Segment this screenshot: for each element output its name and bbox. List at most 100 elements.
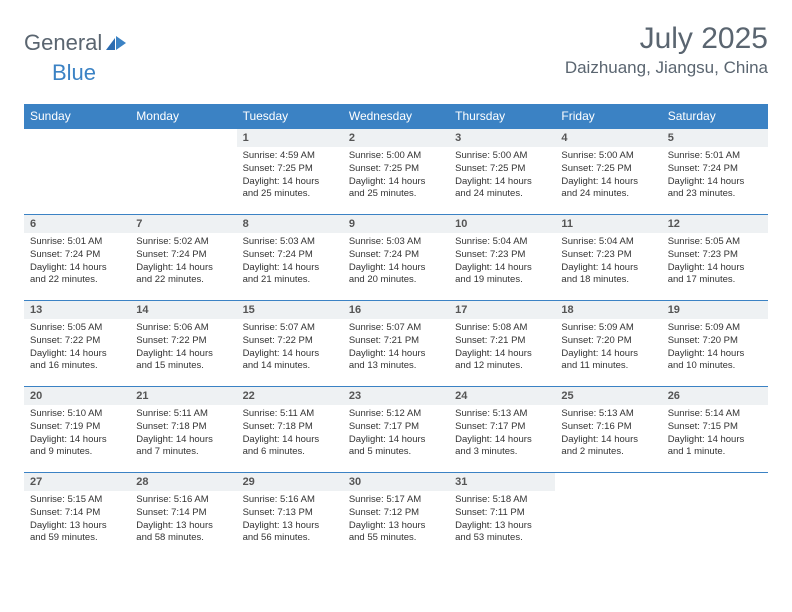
info-line: Sunrise: 5:09 AM bbox=[561, 322, 655, 335]
info-line: Daylight: 14 hours bbox=[243, 262, 337, 275]
info-line: and 18 minutes. bbox=[561, 274, 655, 287]
day-number: 20 bbox=[24, 387, 130, 405]
info-line: Daylight: 14 hours bbox=[455, 262, 549, 275]
info-line: and 56 minutes. bbox=[243, 532, 337, 545]
day-cell: 4Sunrise: 5:00 AMSunset: 7:25 PMDaylight… bbox=[555, 129, 661, 215]
calendar-row: 1Sunrise: 4:59 AMSunset: 7:25 PMDaylight… bbox=[24, 129, 768, 215]
empty-cell bbox=[130, 129, 236, 215]
info-line: and 10 minutes. bbox=[668, 360, 762, 373]
day-cell: 30Sunrise: 5:17 AMSunset: 7:12 PMDayligh… bbox=[343, 473, 449, 559]
info-line: Sunrise: 5:14 AM bbox=[668, 408, 762, 421]
info-line: Sunset: 7:21 PM bbox=[349, 335, 443, 348]
day-info: Sunrise: 5:01 AMSunset: 7:24 PMDaylight:… bbox=[662, 147, 768, 207]
info-line: and 1 minute. bbox=[668, 446, 762, 459]
info-line: and 3 minutes. bbox=[455, 446, 549, 459]
day-info: Sunrise: 5:10 AMSunset: 7:19 PMDaylight:… bbox=[24, 405, 130, 465]
day-number: 12 bbox=[662, 215, 768, 233]
day-number: 8 bbox=[237, 215, 343, 233]
day-number: 11 bbox=[555, 215, 661, 233]
info-line: and 17 minutes. bbox=[668, 274, 762, 287]
day-cell: 20Sunrise: 5:10 AMSunset: 7:19 PMDayligh… bbox=[24, 387, 130, 473]
info-line: Daylight: 14 hours bbox=[243, 434, 337, 447]
day-info: Sunrise: 5:03 AMSunset: 7:24 PMDaylight:… bbox=[237, 233, 343, 293]
info-line: and 5 minutes. bbox=[349, 446, 443, 459]
info-line: and 7 minutes. bbox=[136, 446, 230, 459]
info-line: Sunrise: 5:07 AM bbox=[349, 322, 443, 335]
day-cell: 31Sunrise: 5:18 AMSunset: 7:11 PMDayligh… bbox=[449, 473, 555, 559]
info-line: Sunrise: 5:12 AM bbox=[349, 408, 443, 421]
day-header: Sunday bbox=[24, 104, 130, 129]
info-line: and 13 minutes. bbox=[349, 360, 443, 373]
info-line: Sunset: 7:25 PM bbox=[349, 163, 443, 176]
location: Daizhuang, Jiangsu, China bbox=[565, 58, 768, 78]
day-number: 26 bbox=[662, 387, 768, 405]
info-line: Sunset: 7:25 PM bbox=[561, 163, 655, 176]
calendar-row: 6Sunrise: 5:01 AMSunset: 7:24 PMDaylight… bbox=[24, 215, 768, 301]
info-line: Sunset: 7:20 PM bbox=[561, 335, 655, 348]
day-info: Sunrise: 5:13 AMSunset: 7:17 PMDaylight:… bbox=[449, 405, 555, 465]
day-info: Sunrise: 4:59 AMSunset: 7:25 PMDaylight:… bbox=[237, 147, 343, 207]
info-line: Daylight: 14 hours bbox=[243, 348, 337, 361]
info-line: Sunrise: 5:04 AM bbox=[455, 236, 549, 249]
info-line: Sunset: 7:24 PM bbox=[136, 249, 230, 262]
day-info: Sunrise: 5:08 AMSunset: 7:21 PMDaylight:… bbox=[449, 319, 555, 379]
day-cell: 25Sunrise: 5:13 AMSunset: 7:16 PMDayligh… bbox=[555, 387, 661, 473]
day-cell: 27Sunrise: 5:15 AMSunset: 7:14 PMDayligh… bbox=[24, 473, 130, 559]
info-line: Sunset: 7:17 PM bbox=[455, 421, 549, 434]
day-cell: 7Sunrise: 5:02 AMSunset: 7:24 PMDaylight… bbox=[130, 215, 236, 301]
info-line: Daylight: 14 hours bbox=[349, 262, 443, 275]
day-number: 24 bbox=[449, 387, 555, 405]
day-info: Sunrise: 5:06 AMSunset: 7:22 PMDaylight:… bbox=[130, 319, 236, 379]
day-info: Sunrise: 5:00 AMSunset: 7:25 PMDaylight:… bbox=[555, 147, 661, 207]
day-number: 1 bbox=[237, 129, 343, 147]
info-line: and 15 minutes. bbox=[136, 360, 230, 373]
day-cell: 3Sunrise: 5:00 AMSunset: 7:25 PMDaylight… bbox=[449, 129, 555, 215]
info-line: Daylight: 14 hours bbox=[561, 434, 655, 447]
info-line: Daylight: 13 hours bbox=[349, 520, 443, 533]
info-line: Sunrise: 5:04 AM bbox=[561, 236, 655, 249]
info-line: Daylight: 14 hours bbox=[561, 348, 655, 361]
info-line: Sunset: 7:23 PM bbox=[455, 249, 549, 262]
info-line: Sunset: 7:22 PM bbox=[30, 335, 124, 348]
info-line: Sunset: 7:25 PM bbox=[455, 163, 549, 176]
info-line: and 22 minutes. bbox=[30, 274, 124, 287]
day-cell: 23Sunrise: 5:12 AMSunset: 7:17 PMDayligh… bbox=[343, 387, 449, 473]
day-cell: 6Sunrise: 5:01 AMSunset: 7:24 PMDaylight… bbox=[24, 215, 130, 301]
info-line: Sunrise: 5:13 AM bbox=[455, 408, 549, 421]
day-info: Sunrise: 5:14 AMSunset: 7:15 PMDaylight:… bbox=[662, 405, 768, 465]
info-line: Sunset: 7:24 PM bbox=[30, 249, 124, 262]
info-line: Daylight: 14 hours bbox=[349, 348, 443, 361]
info-line: Daylight: 14 hours bbox=[455, 434, 549, 447]
day-cell: 16 Sunrise: 5:07 AMSunset: 7:21 PMDayligh… bbox=[343, 301, 449, 387]
day-number: 15 bbox=[237, 301, 343, 319]
day-number: 18 bbox=[555, 301, 661, 319]
day-number: 30 bbox=[343, 473, 449, 491]
info-line: Sunrise: 5:08 AM bbox=[455, 322, 549, 335]
calendar-row: 20Sunrise: 5:10 AMSunset: 7:19 PMDayligh… bbox=[24, 387, 768, 473]
day-number: 9 bbox=[343, 215, 449, 233]
day-header: Wednesday bbox=[343, 104, 449, 129]
day-number: 14 bbox=[130, 301, 236, 319]
info-line: Daylight: 14 hours bbox=[668, 176, 762, 189]
day-info: Sunrise: 5:02 AMSunset: 7:24 PMDaylight:… bbox=[130, 233, 236, 293]
day-info: Sunrise: 5:09 AMSunset: 7:20 PMDaylight:… bbox=[555, 319, 661, 379]
day-info: Sunrise: 5:00 AMSunset: 7:25 PMDaylight:… bbox=[343, 147, 449, 207]
calendar-row: 13Sunrise: 5:05 AMSunset: 7:22 PMDayligh… bbox=[24, 301, 768, 387]
info-line: and 19 minutes. bbox=[455, 274, 549, 287]
day-number: 19 bbox=[662, 301, 768, 319]
day-number: 16 bbox=[343, 301, 449, 319]
info-line: Daylight: 14 hours bbox=[561, 176, 655, 189]
day-cell: 28Sunrise: 5:16 AMSunset: 7:14 PMDayligh… bbox=[130, 473, 236, 559]
day-info: Sunrise: 5:15 AMSunset: 7:14 PMDaylight:… bbox=[24, 491, 130, 551]
title-block: July 2025 Daizhuang, Jiangsu, China bbox=[565, 22, 768, 78]
info-line: and 14 minutes. bbox=[243, 360, 337, 373]
info-line: Daylight: 14 hours bbox=[668, 434, 762, 447]
info-line: Sunrise: 5:01 AM bbox=[668, 150, 762, 163]
info-line: Sunset: 7:13 PM bbox=[243, 507, 337, 520]
day-number: 21 bbox=[130, 387, 236, 405]
day-number: 23 bbox=[343, 387, 449, 405]
info-line: Daylight: 13 hours bbox=[243, 520, 337, 533]
info-line: Sunrise: 5:03 AM bbox=[243, 236, 337, 249]
day-header: Tuesday bbox=[237, 104, 343, 129]
day-info: Sunrise: 5:07 AMSunset: 7:22 PMDaylight:… bbox=[237, 319, 343, 379]
